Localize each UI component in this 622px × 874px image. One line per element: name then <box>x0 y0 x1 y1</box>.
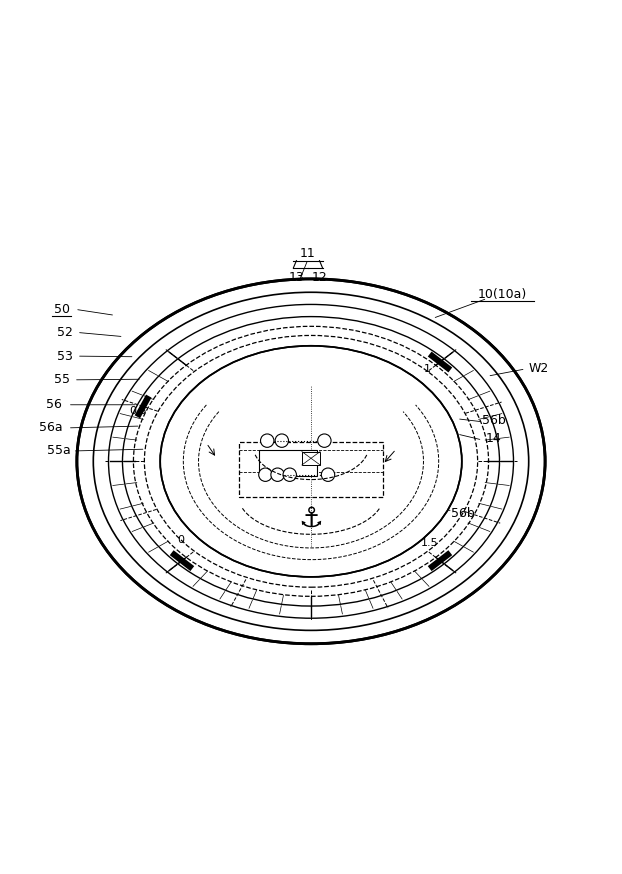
Text: 55a: 55a <box>47 445 70 457</box>
Text: 55: 55 <box>53 373 70 386</box>
Circle shape <box>322 468 335 482</box>
Text: 0: 0 <box>177 535 185 545</box>
Circle shape <box>283 468 297 482</box>
Text: 56a: 56a <box>39 421 63 434</box>
Circle shape <box>261 434 274 447</box>
Text: 56: 56 <box>47 399 62 412</box>
Circle shape <box>275 434 289 447</box>
Text: 1.5: 1.5 <box>421 538 439 547</box>
Bar <box>302 452 320 465</box>
Text: 1: 1 <box>424 364 431 374</box>
Circle shape <box>318 434 331 447</box>
Text: 10(10a): 10(10a) <box>478 288 527 301</box>
Text: 14: 14 <box>486 433 501 446</box>
Text: ⚓: ⚓ <box>299 505 323 533</box>
Bar <box>259 450 317 476</box>
Text: 13: 13 <box>289 271 304 284</box>
Text: 12: 12 <box>312 271 327 284</box>
Ellipse shape <box>77 279 545 644</box>
Ellipse shape <box>160 346 462 577</box>
Text: 53: 53 <box>57 350 73 363</box>
Text: 50: 50 <box>53 302 70 316</box>
Bar <box>239 442 383 496</box>
Text: W2: W2 <box>529 363 549 376</box>
Circle shape <box>259 468 272 482</box>
Text: 56b: 56b <box>451 507 475 519</box>
Text: 52: 52 <box>57 326 73 339</box>
Text: 0.5: 0.5 <box>129 406 147 416</box>
Circle shape <box>271 468 284 482</box>
Text: W1: W1 <box>310 529 330 542</box>
Text: 56b: 56b <box>481 414 505 427</box>
Text: 11: 11 <box>300 246 316 260</box>
